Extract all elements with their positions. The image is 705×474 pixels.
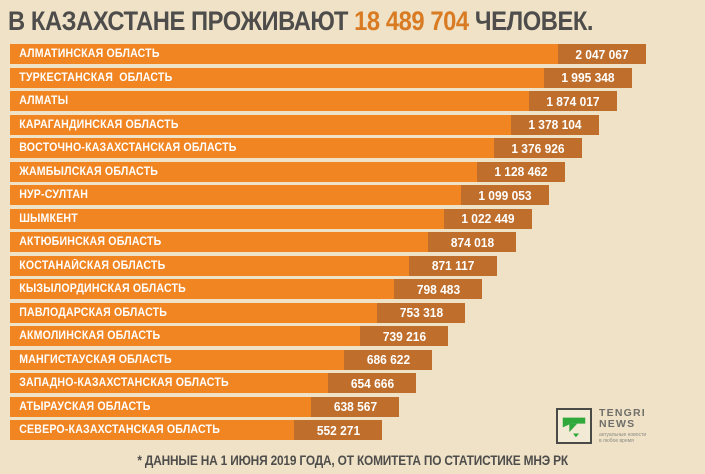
region-label: ТУРКЕСТАНСКАЯ ОБЛАСТЬ: [19, 71, 173, 84]
page-title: В КАЗАХСТАНЕ ПРОЖИВАЮТ 18 489 704 ЧЕЛОВЕК.: [8, 6, 594, 37]
region-bar: ВОСТОЧНО-КАЗАХСТАНСКАЯ ОБЛАСТЬ 1 376 926: [10, 138, 582, 158]
population-value-chip: 552 271: [294, 420, 382, 440]
region-label: СЕВЕРО-КАЗАХСТАНСКАЯ ОБЛАСТЬ: [19, 424, 220, 436]
population-value-chip: 2 047 067: [558, 44, 646, 64]
region-label: ЗАПАДНО-КАЗАХСТАНСКАЯ ОБЛАСТЬ: [19, 377, 229, 389]
logo-name-line2: NEWS: [599, 418, 636, 430]
population-value: 753 318: [399, 305, 443, 320]
population-value: 2 047 067: [575, 46, 629, 62]
region-bar: СЕВЕРО-КАЗАХСТАНСКАЯ ОБЛАСТЬ 552 271: [10, 420, 382, 440]
region-bar: АЛМАТИНСКАЯ ОБЛАСТЬ 2 047 067: [10, 44, 646, 64]
region-label: МАНГИСТАУСКАЯ ОБЛАСТЬ: [19, 353, 172, 366]
population-value: 874 018: [450, 234, 494, 250]
region-bar: НУР-СУЛТАН 1 099 053: [10, 185, 549, 205]
population-value-chip: 686 622: [344, 349, 432, 370]
population-value-chip: 1 099 053: [461, 185, 549, 205]
region-bar: ШЫМКЕНТ 1 022 449: [10, 208, 532, 229]
population-value-chip: 739 216: [360, 326, 448, 346]
population-value-chip: 654 666: [328, 373, 416, 393]
tengrinews-logo-text: TENGRI NEWS актуальные новости в любое в…: [599, 407, 647, 445]
title-prefix: В КАЗАХСТАНЕ ПРОЖИВАЮТ: [8, 6, 348, 36]
population-value: 1 022 449: [461, 211, 515, 226]
population-value-chip: 1 874 017: [529, 91, 617, 111]
population-value: 739 216: [382, 328, 426, 344]
population-value: 1 376 926: [511, 140, 565, 156]
population-value-chip: 798 483: [394, 279, 482, 299]
population-value: 1 099 053: [478, 187, 532, 203]
population-value-chip: 638 567: [311, 396, 399, 417]
region-label: АКТЮБИНСКАЯ ОБЛАСТЬ: [19, 236, 162, 248]
region-bar: АЛМАТЫ 1 874 017: [10, 91, 617, 111]
population-value: 798 483: [416, 281, 460, 297]
logo-name-line1: TENGRI: [599, 407, 646, 419]
region-bar: МАНГИСТАУСКАЯ ОБЛАСТЬ 686 622: [10, 349, 432, 370]
region-label: КОСТАНАЙСКАЯ ОБЛАСТЬ: [19, 259, 166, 272]
population-value: 552 271: [316, 422, 360, 438]
region-label: КАРАГАНДИНСКАЯ ОБЛАСТЬ: [19, 118, 179, 131]
population-value: 686 622: [366, 352, 410, 367]
region-label: НУР-СУЛТАН: [19, 189, 89, 201]
tengrinews-logo: TENGRI NEWS актуальные новости в любое в…: [556, 408, 646, 444]
population-value-chip: 1 376 926: [494, 138, 582, 158]
region-label: АТЫРАУСКАЯ ОБЛАСТЬ: [19, 400, 151, 413]
population-value: 1 995 348: [561, 70, 615, 85]
region-bar: ТУРКЕСТАНСКАЯ ОБЛАСТЬ 1 995 348: [10, 67, 632, 88]
population-value-chip: 1 378 104: [511, 114, 599, 135]
population-value-chip: 1 128 462: [477, 161, 565, 182]
population-value: 638 567: [333, 399, 377, 414]
population-value-chip: 753 318: [377, 302, 465, 323]
region-label: ПАВЛОДАРСКАЯ ОБЛАСТЬ: [19, 306, 168, 319]
population-value-chip: 1 022 449: [444, 208, 532, 229]
source-note-text: * ДАННЫЕ НА 1 ИЮНЯ 2019 ГОДА, ОТ КОМИТЕТ…: [137, 453, 568, 468]
source-note: * ДАННЫЕ НА 1 ИЮНЯ 2019 ГОДА, ОТ КОМИТЕТ…: [0, 452, 705, 470]
region-bar: АКМОЛИНСКАЯ ОБЛАСТЬ 739 216: [10, 326, 448, 346]
region-bar: АТЫРАУСКАЯ ОБЛАСТЬ 638 567: [10, 396, 399, 417]
population-value-chip: 1 995 348: [544, 67, 632, 88]
population-value: 1 128 462: [494, 164, 548, 179]
region-bar: АКТЮБИНСКАЯ ОБЛАСТЬ 874 018: [10, 232, 516, 252]
region-label: ВОСТОЧНО-КАЗАХСТАНСКАЯ ОБЛАСТЬ: [19, 142, 237, 154]
green-flag-icon: [562, 417, 586, 438]
region-label: АЛМАТЫ: [19, 95, 69, 107]
region-label: АКМОЛИНСКАЯ ОБЛАСТЬ: [19, 330, 161, 342]
population-value: 654 666: [350, 375, 394, 391]
region-bar: КЫЗЫЛОРДИНСКАЯ ОБЛАСТЬ 798 483: [10, 279, 482, 299]
bar-chart: АЛМАТИНСКАЯ ОБЛАСТЬ 2 047 067 ТУРКЕСТАНСКА…: [10, 44, 646, 440]
population-value: 871 117: [431, 258, 475, 273]
population-value: 1 874 017: [546, 93, 600, 109]
logo-tagline: актуальные новости в любое время: [599, 432, 647, 444]
region-bar: КАРАГАНДИНСКАЯ ОБЛАСТЬ 1 378 104: [10, 114, 599, 135]
population-value-chip: 874 018: [428, 232, 516, 252]
region-bar: КОСТАНАЙСКАЯ ОБЛАСТЬ 871 117: [10, 255, 497, 276]
region-label: АЛМАТИНСКАЯ ОБЛАСТЬ: [19, 48, 160, 60]
population-value-chip: 871 117: [409, 255, 497, 276]
region-label: КЫЗЫЛОРДИНСКАЯ ОБЛАСТЬ: [19, 283, 186, 295]
population-value: 1 378 104: [528, 117, 582, 132]
region-bar: ПАВЛОДАРСКАЯ ОБЛАСТЬ 753 318: [10, 302, 465, 323]
region-bar: ЗАПАДНО-КАЗАХСТАНСКАЯ ОБЛАСТЬ 654 666: [10, 373, 416, 393]
tengrinews-logo-icon: [556, 408, 592, 444]
region-bar: ЖАМБЫЛСКАЯ ОБЛАСТЬ 1 128 462: [10, 161, 565, 182]
region-label: ШЫМКЕНТ: [19, 212, 78, 225]
region-label: ЖАМБЫЛСКАЯ ОБЛАСТЬ: [19, 165, 159, 178]
title-population-number: 18 489 704: [354, 6, 469, 36]
title-suffix: ЧЕЛОВЕК.: [474, 6, 594, 36]
